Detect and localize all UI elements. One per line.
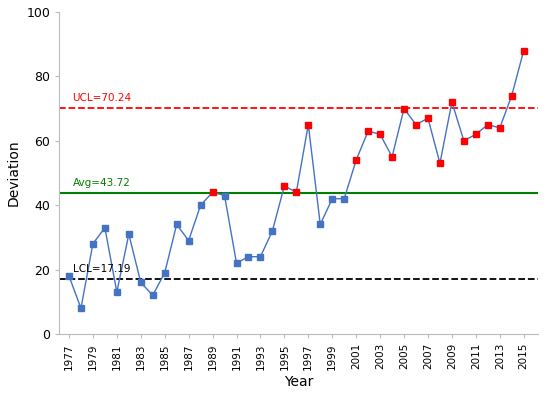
Y-axis label: Deviation: Deviation xyxy=(7,140,21,206)
X-axis label: Year: Year xyxy=(284,375,313,389)
Text: LCL=17.19: LCL=17.19 xyxy=(72,264,130,274)
Text: UCL=70.24: UCL=70.24 xyxy=(72,93,132,103)
Text: Avg=43.72: Avg=43.72 xyxy=(72,178,130,188)
